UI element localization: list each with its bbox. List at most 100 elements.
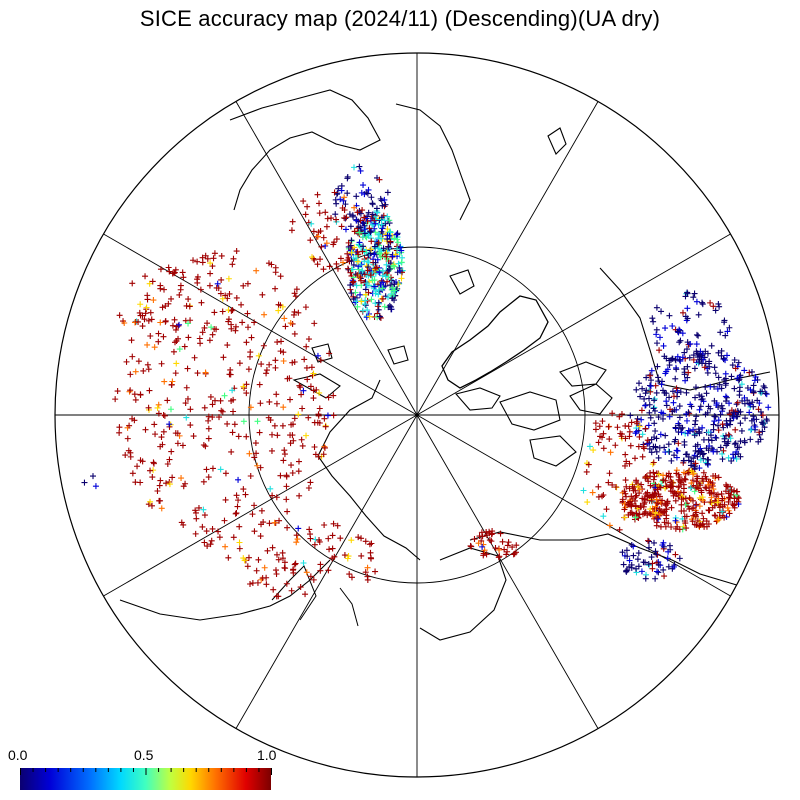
accuracy-marker [697, 456, 704, 463]
accuracy-marker [703, 390, 710, 397]
accuracy-marker [253, 450, 260, 457]
accuracy-marker [216, 534, 223, 541]
accuracy-marker [348, 249, 355, 256]
accuracy-marker [633, 418, 640, 425]
accuracy-marker [672, 551, 679, 558]
accuracy-marker [205, 417, 212, 424]
accuracy-marker [676, 422, 683, 429]
accuracy-marker [147, 332, 154, 339]
accuracy-marker [305, 336, 312, 343]
accuracy-marker [670, 563, 677, 570]
accuracy-marker [128, 337, 135, 344]
accuracy-marker [653, 448, 660, 455]
accuracy-marker [659, 542, 666, 549]
accuracy-marker [753, 416, 760, 423]
meridian-line [416, 101, 599, 416]
accuracy-marker [207, 541, 214, 548]
accuracy-marker [742, 415, 749, 422]
accuracy-marker [288, 587, 295, 594]
accuracy-marker [309, 254, 316, 261]
accuracy-marker [240, 418, 247, 425]
accuracy-marker [386, 302, 393, 309]
accuracy-marker [354, 209, 361, 216]
accuracy-marker [690, 352, 697, 359]
accuracy-marker [141, 316, 148, 323]
accuracy-marker [704, 369, 711, 376]
accuracy-marker [750, 403, 757, 410]
accuracy-marker [306, 526, 313, 533]
accuracy-marker [308, 364, 315, 371]
accuracy-marker [647, 388, 654, 395]
accuracy-marker [680, 489, 687, 496]
accuracy-marker [595, 493, 602, 500]
accuracy-marker [702, 384, 709, 391]
accuracy-marker [665, 441, 672, 448]
accuracy-marker [349, 279, 356, 286]
accuracy-marker [397, 267, 404, 274]
accuracy-marker [680, 469, 687, 476]
accuracy-marker [280, 457, 287, 464]
accuracy-marker [200, 506, 207, 513]
accuracy-marker [367, 272, 374, 279]
accuracy-marker [203, 466, 210, 473]
accuracy-marker [338, 187, 345, 194]
accuracy-marker [368, 246, 375, 253]
accuracy-marker [317, 567, 324, 574]
accuracy-marker [391, 235, 398, 242]
accuracy-marker [659, 415, 666, 422]
accuracy-marker [478, 529, 485, 536]
accuracy-marker [175, 322, 182, 329]
accuracy-marker [249, 580, 256, 587]
accuracy-marker [337, 196, 344, 203]
accuracy-marker [599, 418, 606, 425]
accuracy-marker [174, 440, 181, 447]
accuracy-marker [679, 354, 686, 361]
latitude-circle [248, 246, 586, 584]
accuracy-marker [243, 433, 250, 440]
accuracy-marker [595, 439, 602, 446]
accuracy-marker [211, 250, 218, 257]
accuracy-marker [682, 476, 689, 483]
accuracy-marker [230, 534, 237, 541]
accuracy-marker [471, 536, 478, 543]
accuracy-marker [251, 319, 258, 326]
accuracy-marker [761, 424, 768, 431]
accuracy-marker [726, 324, 733, 331]
accuracy-marker [298, 391, 305, 398]
accuracy-marker [708, 494, 715, 501]
accuracy-marker [136, 309, 143, 316]
accuracy-marker [680, 457, 687, 464]
accuracy-marker [236, 539, 243, 546]
accuracy-marker [479, 543, 486, 550]
accuracy-marker [311, 541, 318, 548]
accuracy-marker [390, 262, 397, 269]
accuracy-marker [715, 374, 722, 381]
accuracy-marker [266, 520, 273, 527]
accuracy-marker [650, 459, 657, 466]
accuracy-marker [192, 509, 199, 516]
accuracy-marker [657, 523, 664, 530]
accuracy-marker [347, 282, 354, 289]
accuracy-marker [180, 274, 187, 281]
accuracy-marker [185, 334, 192, 341]
accuracy-marker [377, 282, 384, 289]
accuracy-marker [759, 428, 766, 435]
accuracy-marker [695, 426, 702, 433]
accuracy-marker [163, 480, 170, 487]
accuracy-marker [691, 488, 698, 495]
accuracy-marker [605, 423, 612, 430]
accuracy-marker [310, 370, 317, 377]
accuracy-marker [647, 511, 654, 518]
accuracy-marker [278, 338, 285, 345]
accuracy-marker [379, 295, 386, 302]
colorbar-mid-label: 0.5 [134, 747, 154, 763]
accuracy-marker [645, 478, 652, 485]
accuracy-marker [272, 357, 279, 364]
accuracy-marker [288, 421, 295, 428]
accuracy-marker [696, 406, 703, 413]
accuracy-marker [197, 340, 204, 347]
accuracy-marker [268, 261, 275, 268]
accuracy-marker [732, 426, 739, 433]
accuracy-marker [365, 264, 372, 271]
accuracy-marker [376, 231, 383, 238]
